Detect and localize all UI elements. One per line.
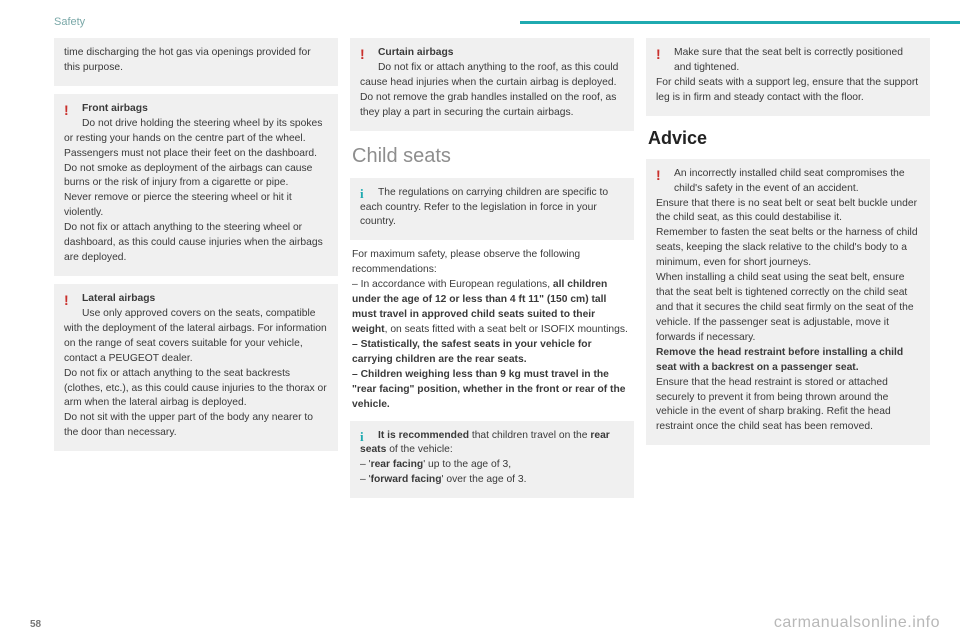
advice-p5: Remove the head restraint before install… [656, 347, 903, 373]
advice-p4: When installing a child seat using the s… [656, 272, 914, 343]
rec-b3: – Children weighing less than 9 kg must … [352, 369, 626, 410]
belt-l1: Make sure that the seat belt is correctl… [674, 47, 903, 73]
header-underline [520, 21, 960, 24]
rec-b2: – Statistically, the safest seats in you… [352, 339, 592, 365]
intro-box: time discharging the hot gas via opening… [54, 38, 338, 86]
rec-lead-b: that children travel on the [469, 430, 590, 441]
regulations-box: i The regulations on carrying children a… [350, 178, 634, 241]
curtain-airbags-title: Curtain airbags [378, 47, 454, 58]
lateral-airbags-body: Use only approved covers on the seats, c… [64, 308, 327, 438]
rec1b: rear facing [371, 459, 424, 470]
warning-icon: ! [64, 293, 78, 307]
belt-l2: For child seats with a support leg, ensu… [656, 77, 918, 103]
warning-icon: ! [656, 47, 670, 61]
info-icon: i [360, 430, 374, 443]
child-seats-heading: Child seats [352, 145, 634, 168]
section-title: Safety [54, 16, 85, 28]
rec1a: – ' [360, 459, 371, 470]
rec1c: ' up to the age of 3, [423, 459, 511, 470]
rec-b1a: – In accordance with European regulation… [352, 279, 553, 290]
page-number: 58 [30, 619, 41, 630]
rec-lead-a: It is recommended [378, 430, 469, 441]
rec-b1c: , on seats fitted with a seat belt or IS… [385, 324, 628, 335]
column-3: ! Make sure that the seat belt is correc… [646, 38, 930, 498]
front-airbags-title: Front airbags [82, 103, 148, 114]
advice-p6: Ensure that the head restraint is stored… [656, 377, 891, 433]
rec-intro: For maximum safety, please observe the f… [352, 249, 580, 275]
watermark: carmanualsonline.info [774, 614, 940, 632]
warning-icon: ! [64, 103, 78, 117]
recommended-box: i It is recommended that children travel… [350, 421, 634, 499]
advice-p1: An incorrectly installed child seat comp… [674, 168, 905, 194]
warning-icon: ! [360, 47, 374, 61]
column-1: time discharging the hot gas via opening… [54, 38, 338, 498]
curtain-airbags-box: ! Curtain airbags Do not fix or attach a… [350, 38, 634, 131]
advice-p2: Ensure that there is no seat belt or sea… [656, 198, 917, 224]
front-airbags-box: ! Front airbags Do not drive holding the… [54, 94, 338, 276]
lateral-airbags-title: Lateral airbags [82, 293, 155, 304]
rec-lead-d: of the vehicle: [386, 444, 452, 455]
seat-belt-box: ! Make sure that the seat belt is correc… [646, 38, 930, 116]
front-airbags-body: Do not drive holding the steering wheel … [64, 118, 323, 263]
curtain-airbags-body: Do not fix or attach anything to the roo… [360, 62, 618, 118]
lateral-airbags-box: ! Lateral airbags Use only approved cove… [54, 284, 338, 451]
info-icon: i [360, 187, 374, 200]
rec2c: ' over the age of 3. [442, 474, 527, 485]
rec2a: – ' [360, 474, 371, 485]
regulations-text: The regulations on carrying children are… [360, 187, 608, 228]
advice-heading: Advice [648, 128, 930, 149]
column-2: ! Curtain airbags Do not fix or attach a… [350, 38, 634, 498]
advice-box: ! An incorrectly installed child seat co… [646, 159, 930, 446]
warning-icon: ! [656, 168, 670, 182]
rec2b: forward facing [371, 474, 442, 485]
advice-p3: Remember to fasten the seat belts or the… [656, 227, 918, 268]
recommendations-text: For maximum safety, please observe the f… [350, 248, 634, 412]
